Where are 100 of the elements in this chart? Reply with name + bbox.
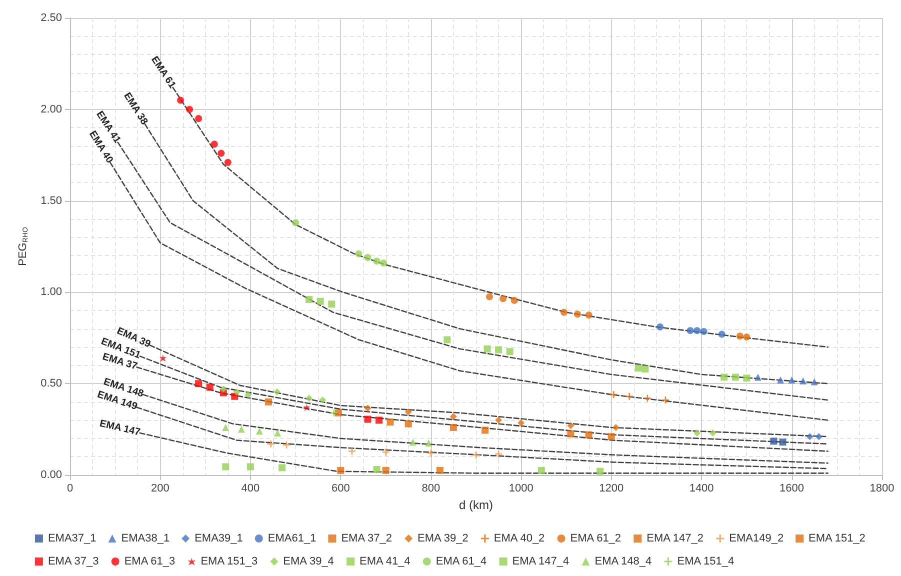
point	[500, 295, 507, 302]
point	[210, 140, 218, 148]
legend-label: EMA 148_4	[594, 556, 652, 568]
point	[244, 391, 252, 398]
legend-label: EMA 37_2	[341, 532, 392, 544]
point	[306, 394, 313, 402]
point	[788, 376, 796, 384]
point	[484, 345, 491, 352]
point	[506, 348, 514, 356]
point	[382, 466, 390, 474]
y-tick-label: 1.50	[40, 194, 62, 207]
x-tick-label: 1400	[689, 482, 714, 494]
legend-label: EMA 147_4	[512, 556, 570, 568]
point	[274, 388, 281, 396]
point	[567, 430, 574, 438]
legend-label: EMA 151_2	[808, 532, 866, 544]
x-tick-label: 0	[66, 482, 74, 494]
point	[610, 391, 618, 398]
point	[612, 424, 620, 431]
point	[334, 409, 342, 416]
legend-label: EMA38_1	[121, 532, 170, 544]
point	[218, 150, 225, 157]
point	[337, 466, 344, 474]
point	[732, 374, 739, 381]
point	[373, 258, 380, 265]
point	[656, 323, 664, 330]
point	[292, 219, 300, 226]
line-series	[139, 432, 829, 474]
point	[195, 380, 202, 388]
point	[770, 438, 778, 445]
point	[409, 438, 416, 446]
point	[518, 419, 525, 426]
point	[224, 158, 232, 166]
point	[486, 293, 494, 300]
point	[736, 332, 744, 340]
point	[177, 96, 184, 104]
point	[278, 464, 286, 472]
point	[634, 364, 642, 372]
point	[538, 466, 545, 474]
point	[777, 376, 784, 384]
x-tick-label: 1600	[780, 482, 804, 494]
y-tick-label: 2.00	[40, 103, 62, 116]
y-tick-label: 0.00	[40, 469, 62, 481]
point	[574, 310, 581, 318]
legend-label: EMA39_1	[194, 532, 243, 544]
legend-label: EMA37_1	[48, 532, 96, 544]
point	[364, 404, 372, 412]
x-tick-label: 600	[331, 482, 350, 494]
legend-label: EMA 39_2	[418, 532, 468, 544]
point	[404, 408, 412, 416]
point	[644, 394, 651, 402]
point	[779, 438, 786, 446]
point	[283, 441, 290, 448]
y-tick-label: 1.00	[40, 286, 62, 298]
legend-label: EMA 61_3	[124, 556, 176, 568]
x-tick-label: 800	[422, 482, 440, 494]
point	[319, 396, 326, 404]
point	[585, 431, 592, 438]
point	[425, 440, 432, 447]
point	[330, 409, 338, 416]
x-tick-label: 200	[151, 482, 170, 494]
point	[709, 429, 716, 436]
point	[450, 413, 457, 420]
point	[222, 424, 230, 431]
point	[495, 450, 502, 458]
point	[316, 298, 324, 305]
point	[472, 451, 480, 458]
line-series	[142, 394, 829, 464]
point	[482, 426, 489, 434]
point	[626, 392, 633, 400]
point	[220, 386, 227, 393]
point	[700, 328, 708, 335]
point	[560, 308, 568, 316]
legend-label: EMA 41_4	[360, 556, 410, 568]
point	[376, 416, 383, 424]
point	[806, 433, 814, 440]
point	[382, 448, 390, 456]
point	[567, 422, 574, 430]
point	[800, 377, 807, 384]
x-tick-label: 1200	[599, 482, 624, 494]
point	[436, 466, 444, 474]
x-tick-label: 400	[241, 482, 260, 494]
legend-label: EMA 61_4	[436, 556, 487, 568]
point	[231, 392, 238, 400]
point	[274, 429, 282, 436]
point	[662, 396, 669, 404]
line-series	[172, 86, 829, 348]
point	[159, 354, 166, 362]
point	[355, 250, 362, 258]
point	[364, 254, 372, 261]
text: EMA 147	[98, 418, 142, 438]
point	[380, 259, 388, 266]
point	[222, 463, 230, 470]
point	[585, 312, 592, 319]
point	[686, 327, 694, 334]
point	[306, 296, 313, 304]
point	[754, 374, 762, 381]
point	[328, 300, 336, 308]
legend-label: EMA149_2	[729, 532, 784, 544]
point	[238, 426, 245, 433]
